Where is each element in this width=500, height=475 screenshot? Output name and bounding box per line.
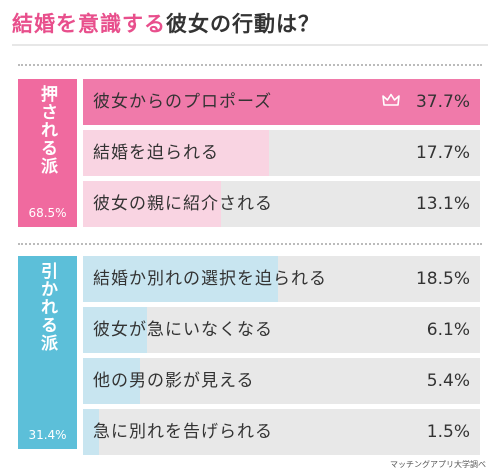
bar-value: 37.7% xyxy=(415,92,470,112)
bar-label: 彼女が急にいなくなる xyxy=(93,320,273,340)
bar-row: 結婚か別れの選択を迫られる 18.5% xyxy=(83,256,480,302)
bar-row: 他の男の影が見える 5.4% xyxy=(83,358,480,404)
group-label-pull: 引かれる派 31.4% xyxy=(18,256,77,449)
bar-value: 5.4% xyxy=(426,371,470,391)
title-accent: 結婚を意識する xyxy=(12,12,166,36)
group-total: 31.4% xyxy=(28,428,67,442)
bar-label: 結婚か別れの選択を迫られる xyxy=(93,269,327,289)
bar-value: 17.7% xyxy=(415,143,470,163)
bar-fill xyxy=(83,256,278,302)
bar-row: 彼女の親に紹介される 13.1% xyxy=(83,181,480,227)
section-separator-middle xyxy=(18,243,482,245)
title-divider xyxy=(12,44,488,46)
source-credit: マッチングアプリ大学調べ xyxy=(390,460,486,469)
group-name: 引かれる派 xyxy=(37,262,57,352)
bar-fill xyxy=(83,79,480,125)
bar-row: 彼女が急にいなくなる 6.1% xyxy=(83,307,480,353)
section-separator-top xyxy=(18,64,482,66)
bar-value: 6.1% xyxy=(426,320,470,340)
bar-fill xyxy=(83,358,140,404)
bar-label: 他の男の影が見える xyxy=(93,371,255,391)
bar-label: 急に別れを告げられる xyxy=(93,422,273,442)
chart-title: 結婚を意識する彼女の行動は？ xyxy=(12,8,320,38)
bar-row: 結婚を迫られる 17.7% xyxy=(83,130,480,176)
bar-fill xyxy=(83,307,148,353)
bar-fill xyxy=(83,181,221,227)
bar-label: 結婚を迫られる xyxy=(93,143,219,163)
bar-row: 彼女からのプロポーズ 37.7% xyxy=(83,79,480,125)
bar-fill xyxy=(83,130,270,176)
group-label-push: 押される派 68.5% xyxy=(18,79,77,227)
group-name: 押される派 xyxy=(37,85,57,175)
bar-value: 1.5% xyxy=(426,422,470,442)
bar-row: 急に別れを告げられる 1.5% xyxy=(83,409,480,455)
bar-label: 彼女の親に紹介される xyxy=(93,194,273,214)
group-total: 68.5% xyxy=(28,206,67,220)
bar-label: 彼女からのプロポーズ xyxy=(93,92,273,112)
bar-fill xyxy=(83,409,99,455)
crown-icon xyxy=(382,93,400,106)
bar-value: 13.1% xyxy=(415,194,470,214)
title-rest: 彼女の行動は？ xyxy=(166,12,320,36)
bar-value: 18.5% xyxy=(415,269,470,289)
